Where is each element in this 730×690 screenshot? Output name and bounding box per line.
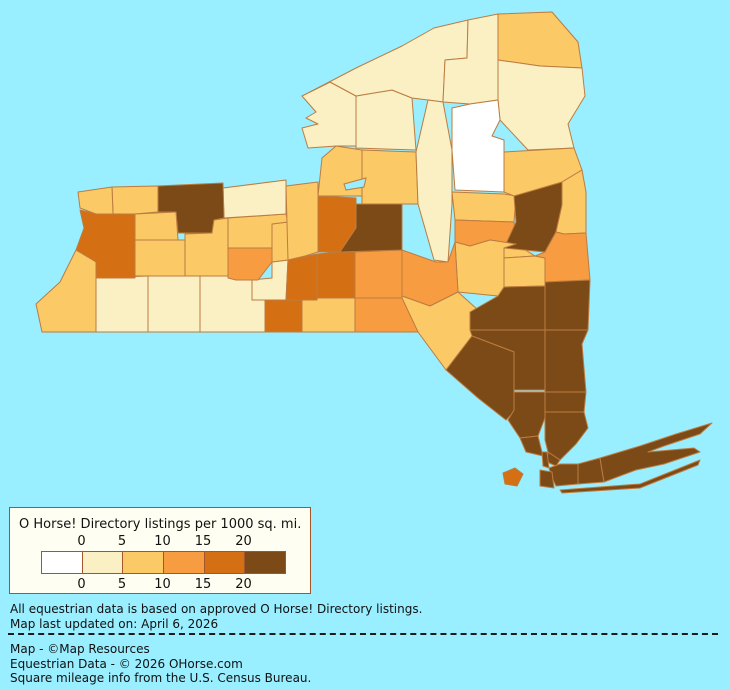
county-seneca: [271, 221, 289, 263]
county-suffolk-barrier-island: [559, 459, 701, 494]
county-dutchess: [544, 329, 589, 393]
county-nassau: [577, 457, 605, 485]
county-westchester: [544, 411, 589, 461]
county-orange: [507, 391, 549, 439]
county-wyoming: [134, 239, 186, 277]
legend-tick-label: 20: [235, 577, 252, 592]
county-livingston: [184, 217, 229, 277]
county-allegany: [147, 273, 201, 333]
county-erie: [75, 209, 136, 279]
county-richmond: [502, 467, 524, 487]
legend-tick-label: 20: [235, 534, 252, 549]
legend-ramp-cell-4: [204, 552, 246, 573]
county-cortland: [316, 251, 356, 299]
legend-tick-label: 10: [154, 577, 171, 592]
legend-tick-label: 0: [77, 534, 86, 549]
dashed-separator: [8, 633, 718, 635]
water-oneida-lake: [343, 177, 367, 191]
county-tompkins: [285, 253, 318, 301]
county-niagara: [77, 186, 114, 215]
county-orleans: [111, 185, 159, 215]
county-herkimer: [415, 99, 453, 263]
county-tioga: [301, 297, 356, 333]
county-rockland: [519, 435, 544, 457]
legend-box: O Horse! Directory listings per 1000 sq.…: [9, 507, 311, 594]
county-genesee: [134, 211, 179, 241]
legend-ramp-cell-1: [82, 552, 124, 573]
county-cattaraugus: [95, 275, 149, 333]
note-last-updated: Map last updated on: April 6, 2026: [10, 617, 219, 631]
county-chenango: [354, 249, 403, 299]
county-fulton: [451, 191, 517, 223]
county-schoharie: [454, 239, 517, 297]
county-columbia: [544, 279, 591, 331]
county-suffolk: [599, 422, 713, 483]
credit-map: Map - ©Map Resources: [10, 642, 150, 656]
county-oneida: [361, 149, 419, 205]
legend-tick-label: 5: [117, 534, 127, 549]
county-kings: [539, 469, 555, 489]
county-albany: [503, 255, 546, 288]
county-cayuga: [285, 181, 319, 261]
county-lewis: [355, 89, 417, 151]
note-data-source: All equestrian data is based on approved…: [10, 602, 423, 616]
credit-square-mileage: Square mileage info from the U.S. Census…: [10, 671, 312, 685]
county-essex: [497, 59, 586, 151]
legend-tick-label: 10: [154, 534, 171, 549]
county-chautauqua: [35, 249, 97, 333]
legend-title: O Horse! Directory listings per 1000 sq.…: [19, 517, 302, 532]
legend-ramp-cell-0: [42, 552, 83, 573]
map-container: [35, 11, 713, 494]
legend-tick-label: 15: [194, 534, 212, 549]
credit-equestrian-data: Equestrian Data - © 2026 OHorse.com: [10, 657, 243, 671]
county-wayne: [222, 179, 287, 219]
county-hamilton: [451, 99, 505, 193]
county-clinton: [497, 11, 583, 69]
legend-tick-label: 0: [77, 577, 86, 592]
legend-color-ramp: [41, 551, 286, 574]
legend-tick-label: 15: [194, 577, 212, 592]
ny-state-choropleth-map: [35, 11, 713, 494]
county-putnam: [544, 391, 587, 413]
legend-tick-label: 5: [117, 577, 127, 592]
county-yates: [227, 247, 273, 281]
legend-ramp-cell-3: [164, 552, 205, 573]
legend-ramp-cell-5: [245, 552, 286, 573]
legend-ramp-cell-2: [123, 552, 165, 573]
county-chemung: [264, 299, 303, 333]
